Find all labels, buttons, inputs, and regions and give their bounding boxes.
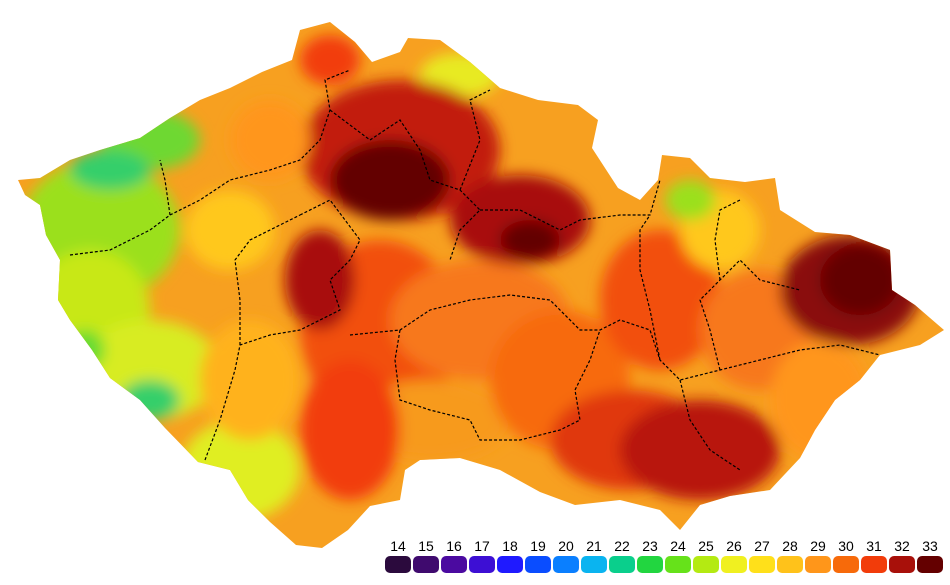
legend-item: 23	[636, 538, 664, 576]
legend-item: 31	[860, 538, 888, 576]
legend-item: 17	[468, 538, 496, 576]
legend-item: 20	[552, 538, 580, 576]
legend-swatch	[441, 556, 467, 573]
legend-swatch	[553, 556, 579, 573]
legend-label: 21	[586, 538, 602, 554]
legend-item: 21	[580, 538, 608, 576]
legend-swatch	[385, 556, 411, 573]
legend-label: 22	[614, 538, 630, 554]
legend-item: 18	[496, 538, 524, 576]
region-boundaries	[69, 69, 881, 471]
legend-item: 14	[384, 538, 412, 576]
legend-label: 14	[390, 538, 406, 554]
legend-swatch	[413, 556, 439, 573]
legend-item: 16	[440, 538, 468, 576]
legend-swatch	[581, 556, 607, 573]
legend-label: 26	[726, 538, 742, 554]
legend-label: 28	[782, 538, 798, 554]
legend-item: 33	[916, 538, 944, 576]
legend-label: 27	[754, 538, 770, 554]
legend-label: 33	[922, 538, 938, 554]
legend-swatch	[497, 556, 523, 573]
legend-item: 29	[804, 538, 832, 576]
legend-swatch	[917, 556, 943, 573]
legend-label: 15	[418, 538, 434, 554]
legend-swatch	[749, 556, 775, 573]
legend-label: 19	[530, 538, 546, 554]
legend-item: 15	[412, 538, 440, 576]
legend-label: 25	[698, 538, 714, 554]
legend-label: 20	[558, 538, 574, 554]
legend-swatch	[861, 556, 887, 573]
legend-item: 24	[664, 538, 692, 576]
legend-label: 31	[866, 538, 882, 554]
legend-swatch	[609, 556, 635, 573]
legend-item: 26	[720, 538, 748, 576]
legend-label: 32	[894, 538, 910, 554]
legend-label: 29	[810, 538, 826, 554]
legend-label: 18	[502, 538, 518, 554]
legend-swatch	[889, 556, 915, 573]
legend-swatch	[693, 556, 719, 573]
legend-label: 23	[642, 538, 658, 554]
legend-item: 19	[524, 538, 552, 576]
legend-swatch	[833, 556, 859, 573]
legend-item: 30	[832, 538, 860, 576]
temperature-legend: 14 15 16 17 18 19 20 21 22 23 24 25 26 27 28 29 30 31 32 33	[384, 538, 946, 576]
legend-item: 25	[692, 538, 720, 576]
legend-swatch	[525, 556, 551, 573]
legend-label: 24	[670, 538, 686, 554]
legend-swatch	[637, 556, 663, 573]
legend-label: 17	[474, 538, 490, 554]
legend-label: 16	[446, 538, 462, 554]
legend-swatch	[469, 556, 495, 573]
legend-swatch	[721, 556, 747, 573]
legend-swatch	[777, 556, 803, 573]
legend-item: 27	[748, 538, 776, 576]
legend-swatch	[665, 556, 691, 573]
legend-item: 22	[608, 538, 636, 576]
legend-label: 30	[838, 538, 854, 554]
legend-item: 28	[776, 538, 804, 576]
legend-swatch	[805, 556, 831, 573]
legend-item: 32	[888, 538, 916, 576]
